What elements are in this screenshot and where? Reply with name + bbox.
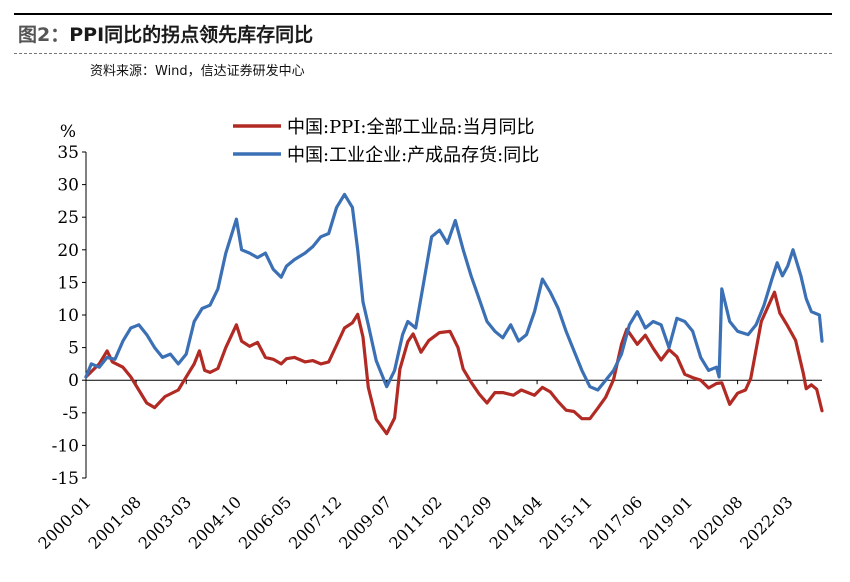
y-tick-label: -5 <box>62 404 79 424</box>
x-tick-label: 2017-06 <box>586 492 646 552</box>
y-tick-label: 35 <box>57 143 79 163</box>
y-tick-label: -10 <box>52 436 79 456</box>
legend-label-1: 中国:PPI:全部工业品:当月同比 <box>287 117 535 138</box>
x-tick-label: 2001-08 <box>85 492 145 552</box>
figure-label: 图2： <box>18 24 70 46</box>
y-tick-label: 25 <box>57 208 79 228</box>
x-tick-label: 2004-10 <box>185 492 245 552</box>
top-rule <box>14 13 832 15</box>
x-tick-label: 2011-02 <box>385 492 445 552</box>
x-tick-label: 2007-12 <box>285 492 345 552</box>
y-tick-label: 10 <box>57 306 79 326</box>
y-tick-label: 20 <box>57 241 79 261</box>
y-tick-label: 30 <box>57 176 79 196</box>
x-tick-label: 2015-11 <box>536 492 596 552</box>
y-tick-label: -15 <box>52 469 79 489</box>
y-tick-label: 5 <box>68 339 79 359</box>
series-line-2 <box>84 192 824 392</box>
legend-label-2: 中国:工业企业:产成品存货:同比 <box>287 145 539 166</box>
x-tick-label: 2022-03 <box>736 492 796 552</box>
x-tick-label: 2014-04 <box>485 492 545 552</box>
series-line-1 <box>84 290 824 436</box>
x-tick-label: 2019-01 <box>636 492 696 552</box>
x-tick-label: 2003-03 <box>135 492 195 552</box>
y-tick-label: 15 <box>57 273 79 293</box>
x-tick-label: 2006-05 <box>235 492 295 552</box>
x-tick-label: 2020-08 <box>686 492 746 552</box>
x-tick-label: 2000-01 <box>34 492 94 552</box>
figure-title: 图2：PPI同比的拐点领先库存同比 <box>18 20 313 47</box>
x-tick-label: 2009-07 <box>335 492 395 552</box>
dashed-divider <box>14 53 832 54</box>
y-axis-label: % <box>60 122 76 142</box>
figure-title-text: PPI同比的拐点领先库存同比 <box>69 24 314 46</box>
y-tick-label: 0 <box>68 371 79 391</box>
figure-source: 资料来源：Wind，信达证券研发中心 <box>90 64 305 79</box>
x-tick-label: 2012-09 <box>435 492 495 552</box>
